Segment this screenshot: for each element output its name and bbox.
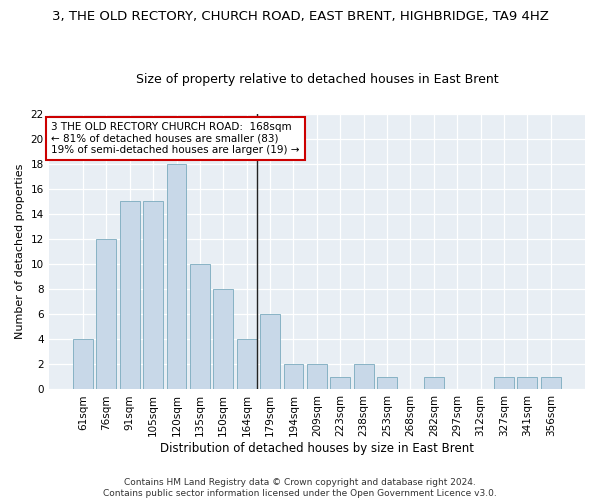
Bar bbox=[143, 202, 163, 390]
Bar bbox=[424, 377, 443, 390]
Bar bbox=[377, 377, 397, 390]
X-axis label: Distribution of detached houses by size in East Brent: Distribution of detached houses by size … bbox=[160, 442, 474, 455]
Bar bbox=[330, 377, 350, 390]
Bar bbox=[284, 364, 304, 390]
Bar bbox=[97, 239, 116, 390]
Text: 3 THE OLD RECTORY CHURCH ROAD:  168sqm
← 81% of detached houses are smaller (83): 3 THE OLD RECTORY CHURCH ROAD: 168sqm ← … bbox=[52, 122, 300, 155]
Text: 3, THE OLD RECTORY, CHURCH ROAD, EAST BRENT, HIGHBRIDGE, TA9 4HZ: 3, THE OLD RECTORY, CHURCH ROAD, EAST BR… bbox=[52, 10, 548, 23]
Bar bbox=[73, 340, 93, 390]
Y-axis label: Number of detached properties: Number of detached properties bbox=[15, 164, 25, 339]
Bar bbox=[353, 364, 374, 390]
Bar bbox=[120, 202, 140, 390]
Bar bbox=[190, 264, 210, 390]
Bar bbox=[494, 377, 514, 390]
Text: Contains HM Land Registry data © Crown copyright and database right 2024.
Contai: Contains HM Land Registry data © Crown c… bbox=[103, 478, 497, 498]
Bar bbox=[260, 314, 280, 390]
Bar bbox=[307, 364, 327, 390]
Bar bbox=[541, 377, 560, 390]
Bar bbox=[517, 377, 537, 390]
Bar bbox=[214, 289, 233, 390]
Bar bbox=[237, 340, 257, 390]
Bar bbox=[167, 164, 187, 390]
Title: Size of property relative to detached houses in East Brent: Size of property relative to detached ho… bbox=[136, 73, 498, 86]
